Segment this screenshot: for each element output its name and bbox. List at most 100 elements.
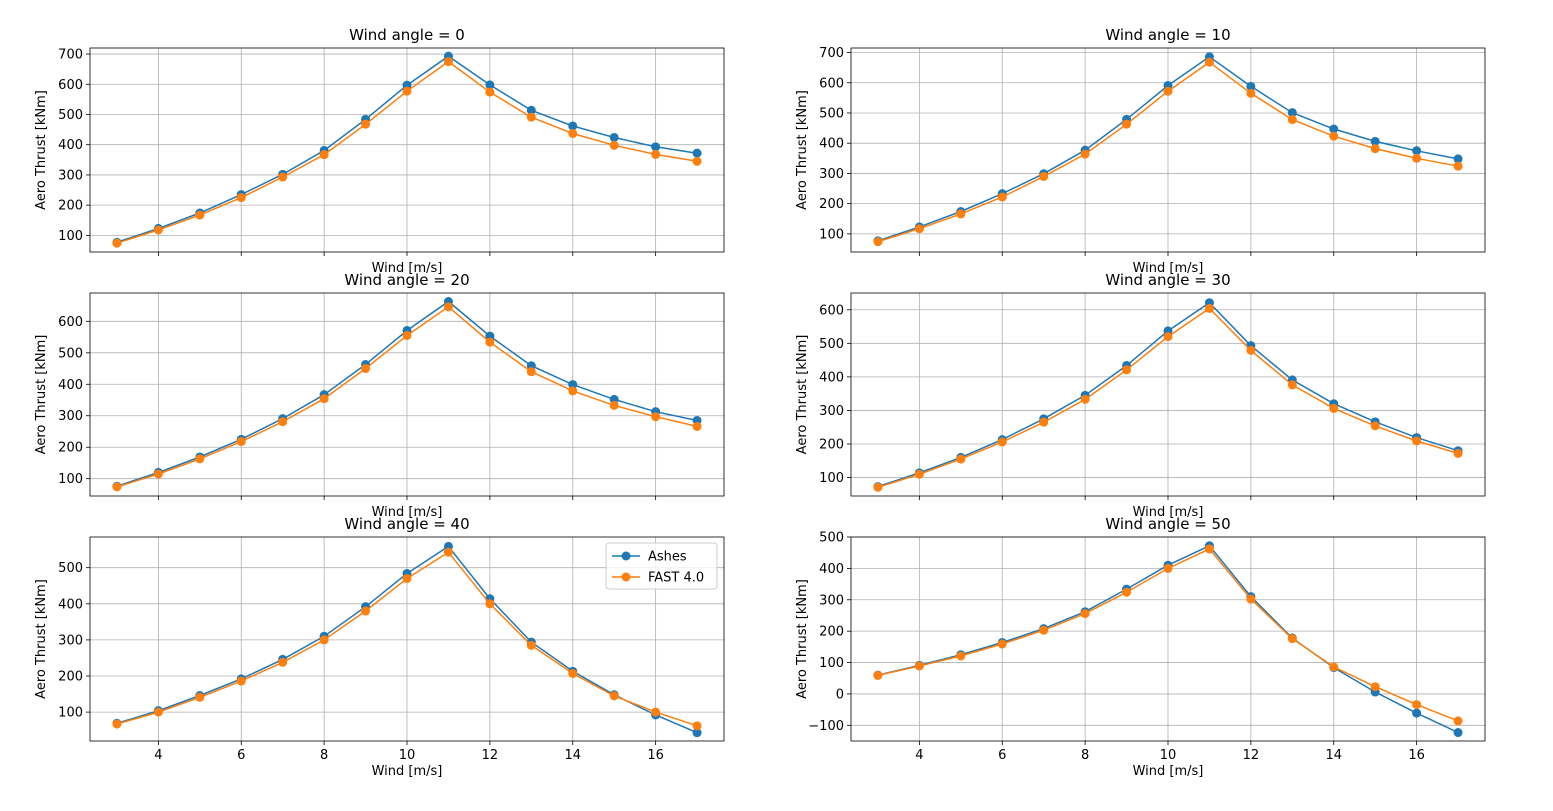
data-point — [1204, 303, 1214, 313]
data-point — [1329, 131, 1339, 141]
data-point — [1412, 146, 1422, 156]
data-point — [485, 87, 495, 97]
data-point — [1329, 124, 1339, 134]
subplot-title: Wind angle = 40 — [344, 515, 469, 533]
data-point — [651, 142, 661, 152]
y-tick-label: 0 — [836, 687, 844, 702]
data-point — [914, 661, 924, 671]
y-tick-label: 200 — [58, 670, 83, 685]
data-point — [443, 547, 453, 557]
data-point — [1246, 594, 1256, 604]
data-point — [1287, 634, 1297, 644]
data-point — [1246, 81, 1256, 91]
y-tick-label: 200 — [819, 437, 844, 452]
y-tick-label: 300 — [819, 404, 844, 419]
y-tick-label: 500 — [58, 561, 83, 576]
y-tick-label: 300 — [58, 168, 83, 183]
y-axis-label: Aero Thrust [kNm] — [34, 335, 49, 455]
x-tick-label: 10 — [1160, 748, 1177, 763]
legend-marker — [621, 572, 631, 582]
data-point — [1039, 625, 1049, 635]
data-point — [956, 209, 966, 219]
data-point — [651, 149, 661, 159]
x-tick-label: 14 — [564, 748, 581, 763]
data-point — [153, 707, 163, 717]
data-point — [568, 121, 578, 131]
data-point — [278, 172, 288, 182]
data-point — [692, 421, 702, 431]
data-point — [609, 140, 619, 150]
y-tick-label: 100 — [58, 706, 83, 721]
y-tick-label: 300 — [819, 593, 844, 608]
legend-label: Ashes — [648, 550, 687, 565]
data-point — [1412, 153, 1422, 163]
y-tick-label: 200 — [819, 625, 844, 640]
data-point — [692, 728, 702, 738]
data-point — [1412, 708, 1422, 718]
data-point — [1370, 682, 1380, 692]
x-tick-label: 14 — [1325, 748, 1342, 763]
data-point — [278, 417, 288, 427]
data-point — [526, 112, 536, 122]
subplot-1: 100 200 300 400 500 600 700 Wind angle = 0 Wind … — [34, 26, 725, 276]
data-point — [692, 148, 702, 158]
data-point — [1163, 332, 1173, 342]
data-point — [609, 132, 619, 142]
y-tick-label: 400 — [58, 138, 83, 153]
legend-label: FAST 4.0 — [648, 571, 704, 586]
x-axis-label: Wind [m/s] — [372, 261, 443, 276]
data-point — [873, 482, 883, 492]
y-tick-label: 600 — [58, 78, 83, 93]
data-point — [568, 668, 578, 678]
data-point — [651, 412, 661, 422]
data-point — [112, 482, 122, 492]
data-point — [1329, 662, 1339, 672]
data-point — [361, 606, 371, 616]
data-point — [1287, 380, 1297, 390]
x-tick-label: 6 — [998, 748, 1006, 763]
data-point — [1370, 144, 1380, 154]
y-tick-label: 200 — [819, 197, 844, 212]
y-axis-label: Aero Thrust [kNm] — [795, 335, 810, 455]
x-tick-label: 4 — [154, 748, 162, 763]
data-point — [485, 599, 495, 609]
data-point — [1039, 417, 1049, 427]
y-tick-label: 500 — [819, 106, 844, 121]
data-point — [1122, 587, 1132, 597]
y-tick-label: 100 — [58, 229, 83, 244]
data-point — [1122, 119, 1132, 129]
data-point — [1453, 728, 1463, 738]
data-point — [319, 635, 329, 645]
data-point — [319, 394, 329, 404]
y-tick-label: 100 — [819, 227, 844, 242]
subplot-5: 4 6 8 10 12 14 16 100 200 300 400 500 Wind angle = 4… — [34, 515, 725, 779]
data-point — [692, 721, 702, 731]
data-point — [402, 574, 412, 584]
data-point — [1453, 161, 1463, 171]
data-point — [278, 657, 288, 667]
y-tick-label: 600 — [819, 303, 844, 318]
x-tick-label: 16 — [1408, 748, 1425, 763]
data-point — [692, 156, 702, 166]
data-point — [526, 105, 536, 115]
y-tick-label: 200 — [58, 199, 83, 214]
data-point — [526, 367, 536, 377]
data-point — [568, 380, 578, 390]
subplot-4: 100 200 300 400 500 600 Wind angle = 30 Wind [m… — [795, 271, 1486, 520]
x-axis-label: Wind [m/s] — [1133, 261, 1204, 276]
data-point — [1453, 716, 1463, 726]
y-tick-label: 700 — [58, 48, 83, 63]
data-point — [1412, 436, 1422, 446]
data-point — [112, 719, 122, 729]
y-tick-label: 500 — [58, 108, 83, 123]
data-point — [361, 364, 371, 374]
data-point — [1246, 345, 1256, 355]
x-axis-label: Wind [m/s] — [1133, 764, 1204, 779]
y-tick-label: 600 — [58, 315, 83, 330]
data-point — [112, 238, 122, 248]
y-tick-label: 400 — [58, 597, 83, 612]
data-point — [1080, 149, 1090, 159]
y-tick-label: 100 — [819, 656, 844, 671]
y-tick-label: 300 — [58, 633, 83, 648]
